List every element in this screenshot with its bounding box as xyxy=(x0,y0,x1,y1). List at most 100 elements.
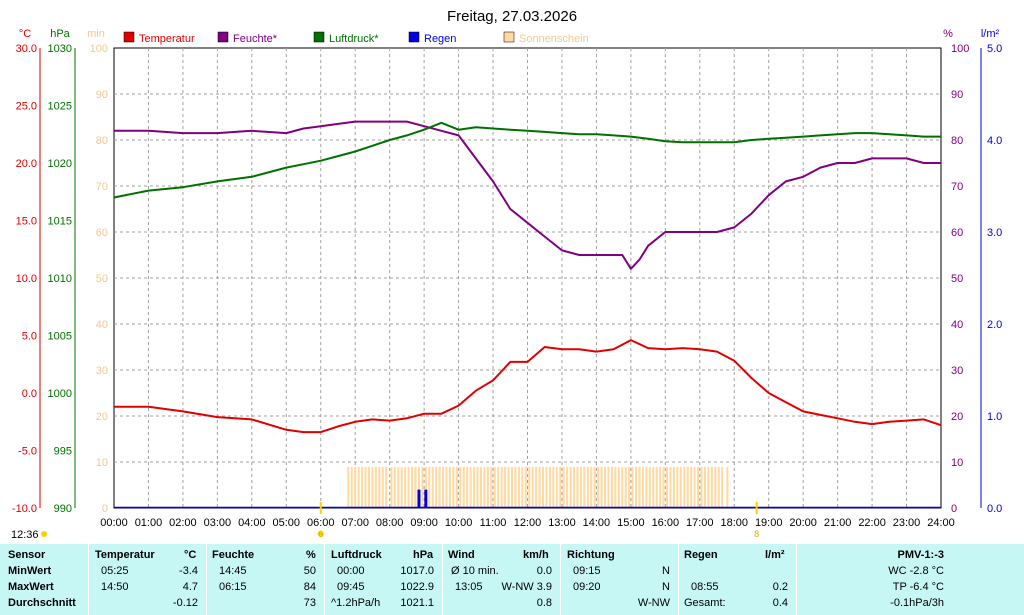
wind-avg-value: 0.8 xyxy=(536,597,552,609)
sun-bar xyxy=(617,467,620,508)
tick-temp: -10.0 xyxy=(12,503,37,515)
sun-bar xyxy=(411,467,414,508)
sun-bar xyxy=(528,467,531,508)
sun-bar xyxy=(607,467,610,508)
x-axis: 00:00 01:00 02:00 03:00 04:00 05:00 06:00 07:00… xyxy=(100,517,955,529)
sun-bar xyxy=(604,467,607,508)
sun-bar xyxy=(621,467,624,508)
wind-min-label: Ø 10 min. xyxy=(451,565,499,577)
sun-bar xyxy=(497,467,500,508)
sun-bar xyxy=(452,467,455,508)
sun-bar xyxy=(397,467,400,508)
sun-bar xyxy=(614,467,617,508)
sun-bar xyxy=(707,467,710,508)
header-luftdruck: Luftdruck xyxy=(331,549,382,561)
tick-rain: 1.0 xyxy=(987,411,1002,423)
current-time-dot xyxy=(41,531,47,537)
sun-bar xyxy=(390,467,393,508)
tick-pressure: 995 xyxy=(54,446,72,458)
temp-min-time: 05:25 xyxy=(101,565,129,577)
richtung-max-time: 09:20 xyxy=(573,581,601,593)
sun-bar xyxy=(374,467,377,508)
chart-title: Freitag, 27.03.2026 xyxy=(447,8,577,25)
sun-bar xyxy=(710,467,713,508)
sun-bar xyxy=(645,467,648,508)
pmv-trend: -0.1hPa/3h xyxy=(890,597,944,609)
tick-x: 24:00 xyxy=(927,517,955,529)
sun-bar xyxy=(686,467,689,508)
sun-bar xyxy=(486,467,489,508)
sun-bar xyxy=(469,467,472,508)
header-pmv: PMV-1:-3 xyxy=(897,549,944,561)
tick-pressure: 1010 xyxy=(48,273,72,285)
series-line-humidity xyxy=(114,120,941,270)
row-label-max: MaxWert xyxy=(8,581,54,593)
tick-x: 04:00 xyxy=(238,517,266,529)
sun-bar xyxy=(697,467,700,508)
tick-temp: 0.0 xyxy=(22,388,37,400)
tick-sun: 0 xyxy=(102,503,108,515)
sun-bar xyxy=(476,467,479,508)
tick-x: 07:00 xyxy=(341,517,369,529)
sun-bar xyxy=(493,467,496,508)
sun-bar xyxy=(714,467,717,508)
tick-x: 02:00 xyxy=(169,517,197,529)
legend-label: Feuchte* xyxy=(233,33,278,45)
feuchte-max-value: 84 xyxy=(303,581,316,593)
tick-humidity: 30 xyxy=(951,365,963,377)
statistics-panel: Sensor Temperatur °C Feuchte % Luftdruck… xyxy=(0,544,1024,615)
sun-bar xyxy=(357,467,360,508)
regen-total-label: Gesamt: xyxy=(684,597,726,609)
legend-label: Luftdruck* xyxy=(329,33,379,45)
tick-x: 00:00 xyxy=(100,517,128,529)
feuchte-avg-value: 73 xyxy=(303,597,316,609)
rain-bar xyxy=(424,489,428,508)
sun-bar xyxy=(507,467,510,508)
rain-bars xyxy=(417,489,428,508)
sun-bar xyxy=(669,467,672,508)
tick-pressure: 1005 xyxy=(48,331,72,343)
regen-max-value: 0.2 xyxy=(772,581,788,593)
sun-bar xyxy=(638,467,641,508)
sun-bar xyxy=(655,467,658,508)
tick-sun: 60 xyxy=(96,227,108,239)
tick-humidity: 10 xyxy=(951,457,963,469)
tick-rain: 5.0 xyxy=(987,43,1002,55)
tick-x: 13:00 xyxy=(548,517,576,529)
sun-bar xyxy=(579,467,582,508)
feuchte-min-value: 50 xyxy=(303,565,316,577)
sun-bar xyxy=(414,467,417,508)
sun-bar xyxy=(717,467,720,508)
temp-max-value: 4.7 xyxy=(182,581,198,593)
tick-pressure: 990 xyxy=(54,503,72,515)
sun-bar xyxy=(726,467,729,508)
tick-humidity: 0 xyxy=(951,503,957,515)
sunset-label: 8 xyxy=(754,529,759,539)
sun-bar xyxy=(347,467,350,508)
tick-rain: 0.0 xyxy=(987,503,1002,515)
legend-swatch xyxy=(217,31,229,43)
tick-humidity: 70 xyxy=(951,181,963,193)
header-sensor: Sensor xyxy=(8,549,46,561)
wind-min-value: 0.0 xyxy=(536,565,552,577)
luftdruck-min-time: 00:00 xyxy=(337,565,365,577)
sun-bar xyxy=(569,467,572,508)
richtung-min-value: N xyxy=(662,565,670,577)
luftdruck-max-value: 1022.9 xyxy=(400,581,434,593)
sun-bar xyxy=(455,467,458,508)
sun-bar xyxy=(679,467,682,508)
richtung-min-time: 09:15 xyxy=(573,565,601,577)
tick-pressure: 1015 xyxy=(48,216,72,228)
sun-bar xyxy=(428,467,431,508)
sun-bar xyxy=(635,467,638,508)
sun-bar xyxy=(393,467,396,508)
sun-bar xyxy=(659,467,662,508)
header-wind: Wind xyxy=(448,549,475,561)
row-label-min: MinWert xyxy=(8,565,52,577)
tick-sun: 20 xyxy=(96,411,108,423)
tick-pressure: 1020 xyxy=(48,158,72,170)
sun-bar xyxy=(703,467,706,508)
row-label-avg: Durchschnitt xyxy=(8,597,76,609)
legend-swatch xyxy=(313,31,325,43)
legend-swatch xyxy=(503,31,515,43)
